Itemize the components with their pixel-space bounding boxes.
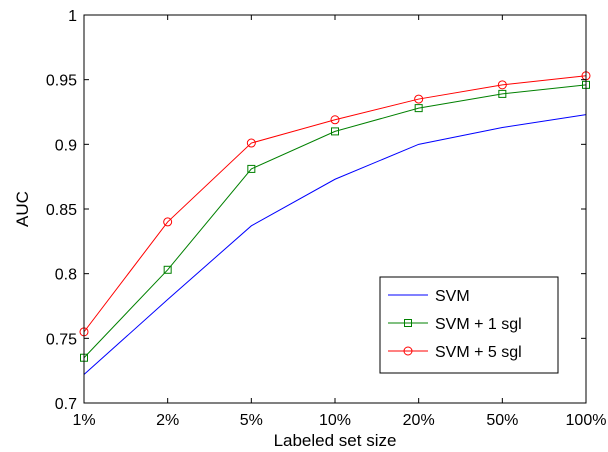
legend-item: SVM + 5 sgl: [388, 344, 522, 361]
legend-item: SVM: [388, 288, 470, 305]
series-line: [83, 84, 587, 359]
y-tick-label: 0.95: [46, 73, 77, 90]
data-point: [331, 127, 339, 136]
y-tick-label: 0.9: [55, 137, 77, 154]
data-point: [497, 80, 507, 90]
legend-box: [379, 276, 559, 374]
x-tick-label: 50%: [486, 412, 518, 429]
legend: SVM SVM + 1 sgl SVM + 5 sgl: [379, 276, 559, 374]
legend-swatch-marker: [403, 346, 413, 356]
y-tick-label: 0.85: [46, 202, 77, 219]
legend-label: SVM + 1 sgl: [435, 316, 522, 333]
legend-item: SVM + 1 sgl: [388, 316, 522, 333]
legend-label: SVM: [435, 288, 470, 305]
y-tick-label: 1: [68, 8, 77, 25]
series-svm: [83, 114, 587, 375]
x-tick-label: 2%: [156, 412, 179, 429]
x-axis-label: Labeled set size: [274, 431, 397, 450]
x-tick-label: 10%: [319, 412, 351, 429]
x-tick-label: 100%: [566, 412, 607, 429]
ticks-layer: 1% 2% 5% 10% 20% 50% 100% 0.7 0.75 0.8 0.85 0.9 0.95…: [46, 8, 607, 429]
legend-label: SVM + 5 sgl: [435, 344, 522, 361]
data-point: [163, 217, 173, 227]
y-tick-label: 0.8: [55, 267, 77, 284]
series-line: [83, 114, 587, 375]
data-point: [163, 265, 172, 274]
data-point: [414, 94, 424, 104]
data-point: [246, 138, 256, 148]
y-tick-label: 0.75: [46, 331, 77, 348]
x-tick-label: 20%: [403, 412, 435, 429]
data-point: [330, 115, 340, 125]
series-layer: [79, 71, 591, 375]
y-tick-label: 0.7: [55, 396, 77, 413]
x-tick-label: 1%: [72, 412, 95, 429]
legend-swatch-marker: [404, 319, 412, 327]
x-tick-label: 5%: [240, 412, 263, 429]
data-point: [247, 164, 256, 173]
y-axis-label: AUC: [13, 191, 32, 227]
data-point: [414, 104, 423, 113]
series-line: [83, 75, 587, 333]
data-point: [498, 89, 507, 98]
